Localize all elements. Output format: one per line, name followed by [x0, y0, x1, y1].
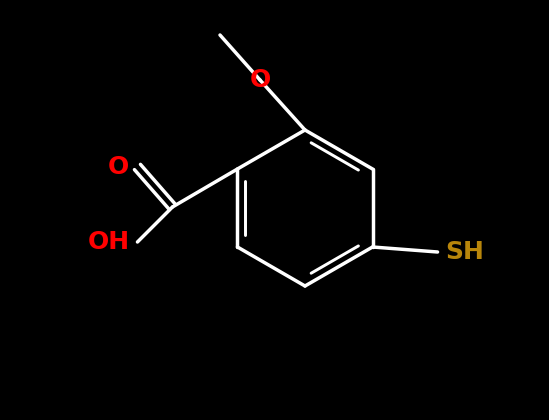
Text: O: O	[108, 155, 130, 179]
Text: OH: OH	[87, 230, 130, 254]
Text: SH: SH	[446, 240, 484, 264]
Text: O: O	[249, 68, 271, 92]
